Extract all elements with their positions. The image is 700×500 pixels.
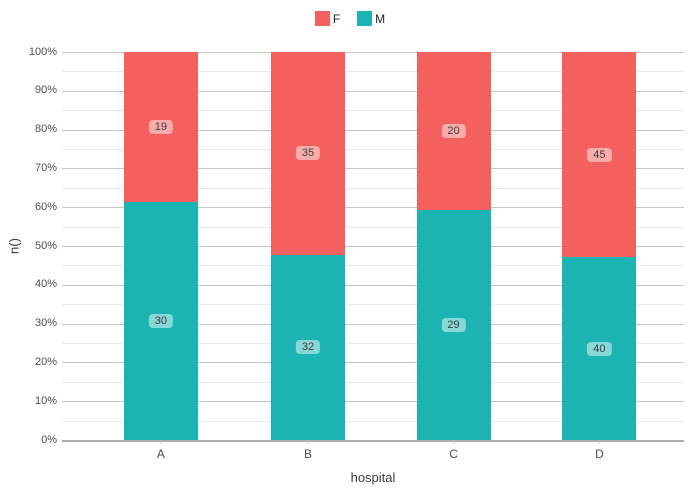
bar-d-segment-f xyxy=(562,52,637,258)
bar-c: 20 29 xyxy=(416,52,491,440)
gridline-major xyxy=(62,90,684,92)
legend-item-m: M xyxy=(357,11,385,26)
gridline-major xyxy=(62,284,684,286)
gridline-major xyxy=(62,129,684,131)
gridline-major xyxy=(62,168,684,170)
y-tick-label-60: 60% xyxy=(34,200,57,213)
gridline-minor xyxy=(62,381,684,383)
bar-a: 19 30 xyxy=(123,52,198,440)
y-tick-label-10: 10% xyxy=(34,394,57,407)
bar-b-label-m: 32 xyxy=(295,340,321,355)
x-axis-title: hospital xyxy=(350,470,396,485)
legend-label-m: M xyxy=(375,11,386,26)
x-tick-label-d: D xyxy=(595,447,604,461)
x-tick-c xyxy=(453,440,455,444)
y-tick-label-30: 30% xyxy=(34,317,57,330)
gridline-minor xyxy=(62,343,684,344)
x-tick-label-a: A xyxy=(156,447,165,461)
legend-swatch-m xyxy=(357,11,373,26)
bar-a-label-m: 30 xyxy=(148,314,174,329)
y-tick-label-80: 80% xyxy=(34,123,57,136)
bar-a-segment-m xyxy=(123,202,198,440)
bar-a-label-f: 19 xyxy=(148,120,174,135)
gridline-major xyxy=(62,362,684,364)
gridline-minor xyxy=(62,226,684,228)
gridline-major xyxy=(62,323,684,325)
x-tick-a xyxy=(160,440,162,444)
gridline-minor xyxy=(62,304,684,306)
bar-b-label-f: 35 xyxy=(295,146,321,161)
bar-b-segment-m xyxy=(271,254,345,440)
bar-a-segment-f xyxy=(123,52,198,203)
bar-d-label-f: 45 xyxy=(587,147,612,162)
gridline-minor xyxy=(62,149,684,150)
legend-swatch-f xyxy=(314,11,330,26)
gridline-major xyxy=(62,52,684,53)
gridline-major xyxy=(62,246,684,247)
bar-d-segment-m xyxy=(562,257,637,440)
y-tick-label-90: 90% xyxy=(34,84,57,97)
x-tick-label-b: B xyxy=(303,447,313,461)
y-tick-label-40: 40% xyxy=(34,278,57,291)
gridline-minor xyxy=(62,187,684,189)
y-tick-label-0: 0% xyxy=(41,433,57,446)
bar-b: 35 32 xyxy=(271,52,345,440)
gridline-major xyxy=(62,207,684,209)
gridline-minor xyxy=(62,71,684,73)
y-tick-label-100: 100% xyxy=(28,45,57,58)
y-tick-label-50: 50% xyxy=(34,239,57,252)
x-tick-b xyxy=(307,440,309,444)
x-tick-label-c: C xyxy=(449,447,458,461)
bar-d: 45 40 xyxy=(562,52,637,440)
gridline-minor xyxy=(62,420,684,422)
y-tick-label-70: 70% xyxy=(34,161,57,174)
bar-b-segment-f xyxy=(271,52,345,255)
plot-panel: 19 30 35 32 20 29 45 40 xyxy=(62,52,684,444)
y-tick-label-20: 20% xyxy=(34,355,57,368)
bar-c-label-m: 29 xyxy=(441,318,466,333)
x-tick-d xyxy=(598,440,600,444)
bar-d-label-m: 40 xyxy=(587,341,612,356)
legend-item-f: F xyxy=(314,11,341,26)
gridline-minor xyxy=(62,110,684,112)
legend-label-f: F xyxy=(332,11,341,26)
bar-c-label-f: 20 xyxy=(441,124,466,139)
bar-c-segment-m xyxy=(416,210,491,440)
gridline-major xyxy=(62,401,684,403)
bar-c-segment-f xyxy=(416,52,491,211)
gridline-minor xyxy=(62,265,684,267)
